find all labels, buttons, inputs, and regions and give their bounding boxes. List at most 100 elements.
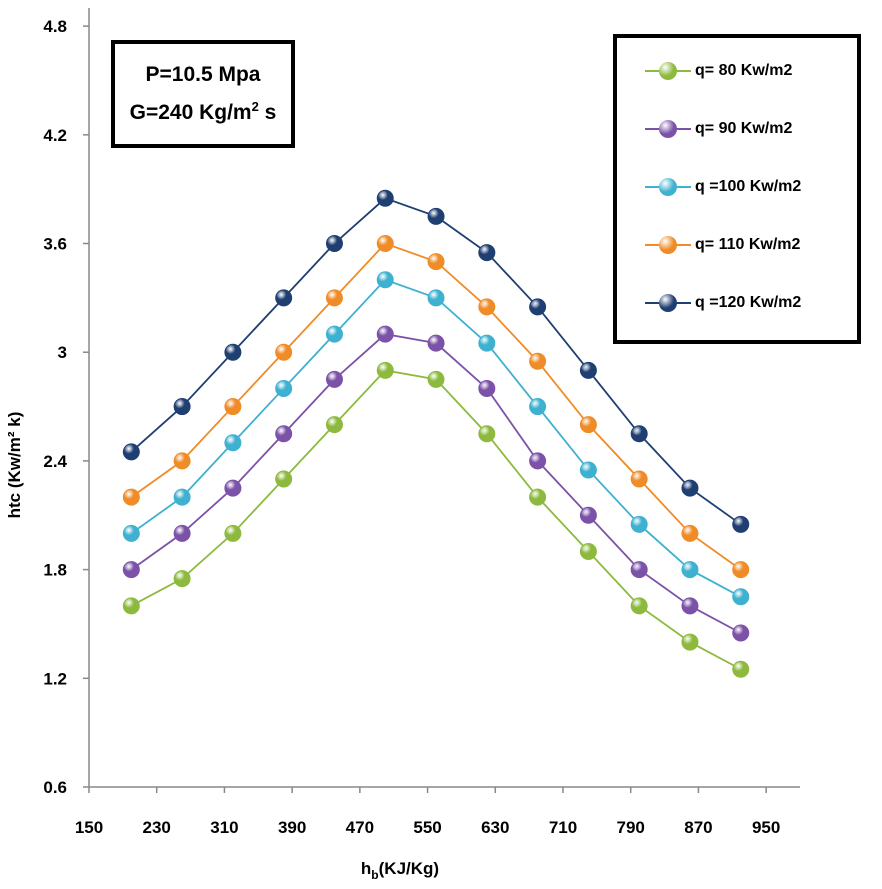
data-point <box>529 488 547 506</box>
series-2 <box>122 325 750 642</box>
data-point <box>579 506 597 524</box>
legend-swatch-marker <box>659 236 677 254</box>
legend-item: q= 110 Kw/m2 <box>643 231 800 259</box>
x-tick-label: 950 <box>752 818 780 837</box>
y-tick-label: 4.2 <box>43 126 67 145</box>
data-point <box>529 298 547 316</box>
data-point <box>732 561 750 579</box>
legend-swatch <box>643 289 693 317</box>
legend: q= 80 Kw/m2 q= 90 Kw/m2 q =100 Kw/m2 q= 110… <box>613 34 861 344</box>
data-point <box>325 289 343 307</box>
legend-label: q =100 Kw/m2 <box>695 178 802 195</box>
data-point <box>122 597 140 615</box>
legend-item: q= 80 Kw/m2 <box>643 57 792 85</box>
data-point <box>325 325 343 343</box>
data-point <box>478 425 496 443</box>
x-tick-label: 470 <box>346 818 374 837</box>
data-point <box>478 334 496 352</box>
legend-swatch-marker <box>659 178 677 196</box>
data-point <box>478 298 496 316</box>
data-point <box>122 561 140 579</box>
data-point <box>122 443 140 461</box>
legend-swatch <box>643 57 693 85</box>
mass-flux-suffix: s <box>258 101 277 124</box>
data-point <box>325 416 343 434</box>
y-tick-label: 1.8 <box>43 561 67 580</box>
series-5 <box>122 189 750 533</box>
data-point <box>630 515 648 533</box>
data-point <box>275 470 293 488</box>
data-point <box>732 588 750 606</box>
legend-label: q= 80 Kw/m2 <box>695 62 793 79</box>
x-tick-label: 550 <box>413 818 441 837</box>
y-tick-label: 2.4 <box>43 452 67 471</box>
series-line <box>130 369 742 671</box>
data-point <box>630 470 648 488</box>
data-point <box>630 425 648 443</box>
mass-flux-prefix: G=240 Kg/m <box>129 101 252 124</box>
data-point <box>376 235 394 253</box>
y-tick-label: 1.2 <box>43 669 67 688</box>
data-point <box>173 398 191 416</box>
legend-swatch-marker <box>659 294 677 312</box>
legend-item: q= 90 Kw/m2 <box>643 115 792 143</box>
legend-label: q= 90 Kw/m2 <box>695 120 793 137</box>
data-point <box>224 434 242 452</box>
legend-label: q =120 Kw/m2 <box>695 294 802 311</box>
y-tick-label: 3.6 <box>43 235 67 254</box>
data-point <box>427 253 445 271</box>
x-tick-label: 710 <box>549 818 577 837</box>
legend-item: q =120 Kw/m2 <box>643 289 801 317</box>
data-point <box>275 289 293 307</box>
x-tick-label: 790 <box>617 818 645 837</box>
data-point <box>732 660 750 678</box>
legend-swatch-marker <box>659 62 677 80</box>
y-tick-label: 3 <box>58 343 67 362</box>
data-point <box>173 452 191 470</box>
data-point <box>579 542 597 560</box>
data-point <box>630 561 648 579</box>
data-point <box>325 235 343 253</box>
data-point <box>427 207 445 225</box>
data-point <box>529 398 547 416</box>
data-point <box>376 189 394 207</box>
x-tick-label: 870 <box>684 818 712 837</box>
y-tick-label: 0.6 <box>43 778 67 797</box>
x-axis-title-subscript: b <box>371 868 378 882</box>
data-point <box>732 624 750 642</box>
legend-swatch <box>643 115 693 143</box>
data-point <box>579 461 597 479</box>
y-axis-title: htc (Kw/m² k) <box>5 412 24 519</box>
conditions-box: P=10.5 Mpa G=240 Kg/m2 s <box>111 40 295 148</box>
data-point <box>173 570 191 588</box>
data-point <box>122 488 140 506</box>
data-point <box>173 488 191 506</box>
legend-swatch <box>643 173 693 201</box>
x-tick-label: 390 <box>278 818 306 837</box>
data-point <box>478 244 496 262</box>
data-point <box>681 479 699 497</box>
series-layer <box>122 189 750 678</box>
x-tick-label: 150 <box>75 818 103 837</box>
data-point <box>275 379 293 397</box>
data-point <box>376 361 394 379</box>
pressure-label: P=10.5 Mpa <box>145 63 261 86</box>
series-4 <box>122 235 750 579</box>
mass-flux-exponent: 2 <box>251 99 259 114</box>
data-point <box>224 398 242 416</box>
data-point <box>681 633 699 651</box>
data-point <box>325 370 343 388</box>
data-point <box>579 416 597 434</box>
mass-flux-label: G=240 Kg/m2 s <box>130 91 277 129</box>
y-ticks: 0.6 1.2 1.8 2.4 3 3.6 4.2 4.8 <box>43 17 89 797</box>
data-point <box>224 479 242 497</box>
data-point <box>427 334 445 352</box>
data-point <box>732 515 750 533</box>
data-point <box>681 597 699 615</box>
data-point <box>224 524 242 542</box>
series-1 <box>122 361 750 678</box>
data-point <box>275 343 293 361</box>
x-tick-label: 630 <box>481 818 509 837</box>
x-ticks: 150 230 310 390 470 550 630 710 790 870 950 <box>75 787 780 837</box>
